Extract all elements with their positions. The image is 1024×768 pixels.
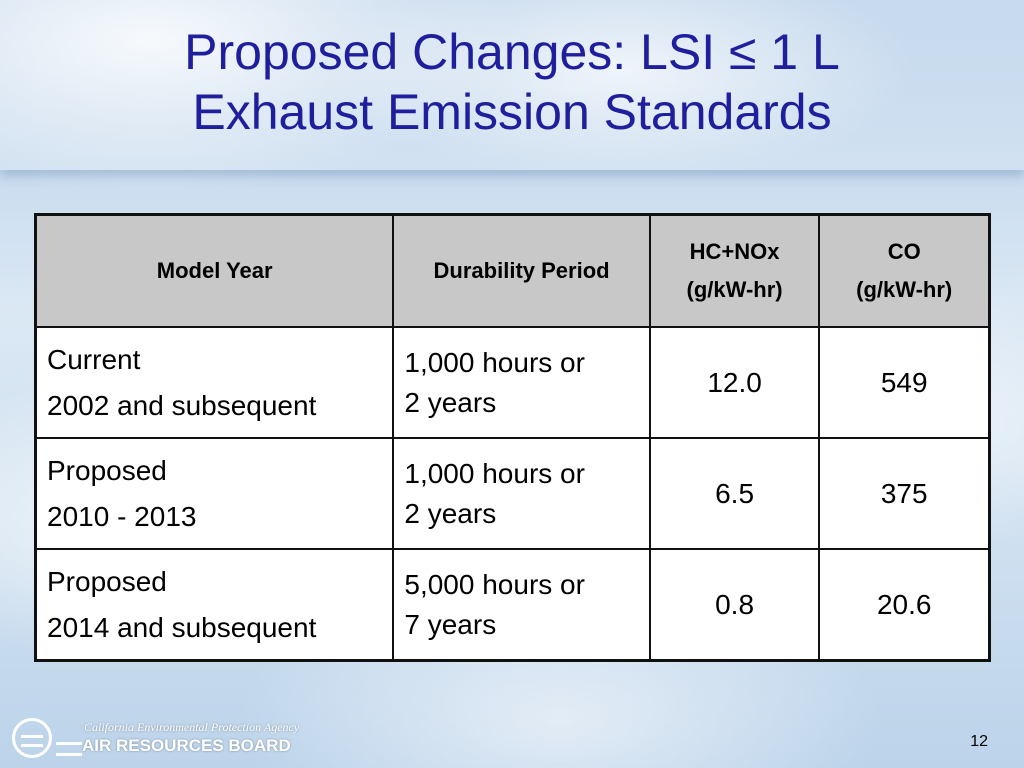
co-cell: 549 bbox=[818, 326, 991, 439]
durability-line-2: 2 years bbox=[404, 386, 497, 418]
header-co-label: CO bbox=[887, 239, 921, 264]
row-years: 2002 and subsequent bbox=[47, 389, 317, 421]
model-year-cell: Proposed 2014 and subsequent bbox=[34, 548, 395, 662]
durability-line-1: 1,000 hours or bbox=[404, 457, 585, 489]
page-number: 12 bbox=[970, 733, 988, 750]
durability-line-2: 2 years bbox=[404, 497, 497, 529]
header-co-unit: (g/kW-hr) bbox=[856, 277, 953, 302]
header-co: CO (g/kW-hr) bbox=[818, 213, 991, 328]
agency-name: California Environmental Protection Agen… bbox=[84, 720, 300, 734]
header-band bbox=[0, 0, 1024, 170]
hcnox-cell: 0.8 bbox=[648, 548, 821, 662]
row-status: Proposed bbox=[47, 454, 167, 486]
air-resources-board-logo: California Environmental Protection Agen… bbox=[12, 716, 312, 762]
row-years: 2014 and subsequent bbox=[47, 611, 317, 643]
title-line-1: Proposed Changes: LSI ≤ 1 L bbox=[184, 24, 840, 80]
co-cell: 20.6 bbox=[818, 548, 991, 662]
co-cell: 375 bbox=[818, 437, 991, 550]
durability-line-1: 5,000 hours or bbox=[404, 568, 585, 600]
durability-cell: 1,000 hours or 2 years bbox=[392, 437, 651, 550]
header-hcnox: HC+NOx (g/kW-hr) bbox=[648, 213, 821, 328]
header-hcnox-unit: (g/kW-hr) bbox=[686, 277, 783, 302]
hcnox-cell: 12.0 bbox=[648, 326, 821, 439]
model-year-cell: Current 2002 and subsequent bbox=[34, 326, 395, 439]
durability-line-2: 7 years bbox=[404, 608, 497, 640]
hcnox-cell: 6.5 bbox=[648, 437, 821, 550]
title-line-2: Exhaust Emission Standards bbox=[192, 84, 832, 140]
model-year-cell: Proposed 2010 - 2013 bbox=[34, 437, 395, 550]
header-model-year: Model Year bbox=[34, 213, 395, 328]
slide-title: Proposed Changes: LSI ≤ 1 L Exhaust Emis… bbox=[0, 22, 1024, 142]
header-durability-period: Durability Period bbox=[392, 213, 651, 328]
table-row: Proposed 2010 - 2013 1,000 hours or 2 ye… bbox=[34, 437, 991, 550]
board-name: AIR RESOURCES BOARD bbox=[82, 736, 291, 755]
row-years: 2010 - 2013 bbox=[47, 500, 197, 532]
logo-stripes-icon bbox=[56, 742, 82, 756]
table-header-row: Model Year Durability Period HC+NOx (g/k… bbox=[34, 213, 991, 328]
durability-cell: 1,000 hours or 2 years bbox=[392, 326, 651, 439]
carb-logo-icon bbox=[12, 718, 52, 758]
durability-line-1: 1,000 hours or bbox=[404, 346, 585, 378]
emission-standards-table: Model Year Durability Period HC+NOx (g/k… bbox=[34, 213, 991, 662]
header-hcnox-label: HC+NOx bbox=[689, 239, 780, 264]
table-row: Current 2002 and subsequent 1,000 hours … bbox=[34, 326, 991, 439]
table-row: Proposed 2014 and subsequent 5,000 hours… bbox=[34, 548, 991, 662]
row-status: Proposed bbox=[47, 565, 167, 597]
durability-cell: 5,000 hours or 7 years bbox=[392, 548, 651, 662]
row-status: Current bbox=[47, 343, 141, 375]
